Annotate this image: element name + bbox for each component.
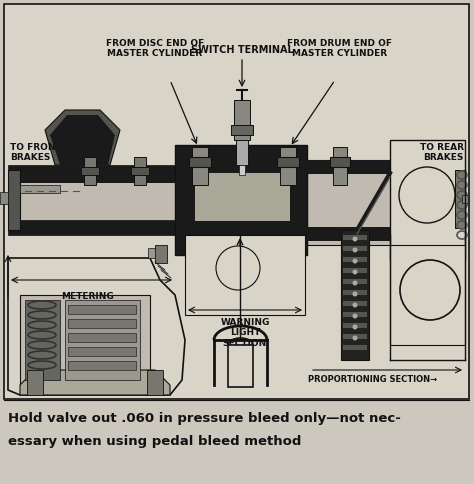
Bar [307,160,465,245]
Circle shape [399,167,455,223]
Bar [236,140,248,165]
Bar [195,173,290,221]
Text: PROPORTIONING SECTION→: PROPORTIONING SECTION→ [308,375,437,384]
Bar [231,125,253,135]
Text: SWITCH TERMINAL: SWITCH TERMINAL [191,45,293,55]
Circle shape [353,258,357,263]
Circle shape [353,270,357,274]
Bar [148,248,155,258]
Bar [333,147,347,185]
Bar [462,195,468,203]
Bar [8,165,176,183]
Polygon shape [20,370,170,395]
Bar [343,279,367,284]
Bar [390,140,465,260]
Polygon shape [8,258,185,395]
Bar [68,361,136,370]
Circle shape [353,302,357,307]
Bar [234,100,250,140]
Bar [343,301,367,306]
Bar [307,160,465,174]
Bar [343,235,367,240]
Bar [27,370,43,395]
Circle shape [353,324,357,330]
Bar [147,370,163,395]
Bar [4,4,469,399]
Bar [20,185,60,193]
Bar [134,157,146,185]
Bar [155,245,167,263]
Text: Hold valve out .060 in pressure bleed only—not nec-: Hold valve out .060 in pressure bleed on… [8,412,401,425]
Bar [343,246,367,251]
Bar [68,333,136,342]
Bar [25,300,60,380]
Bar [239,165,245,175]
Bar [343,345,367,350]
Text: WARNING
LIGHT
SECTION: WARNING LIGHT SECTION [220,318,270,348]
Text: essary when using pedal bleed method: essary when using pedal bleed method [8,435,301,448]
Bar [330,157,350,167]
Bar [343,334,367,339]
Bar [455,170,465,228]
Circle shape [353,335,357,341]
Bar [68,305,136,314]
Text: METERING
SECTION: METERING SECTION [62,292,114,311]
Polygon shape [50,115,115,165]
Bar [84,157,96,185]
Bar [192,147,208,185]
Bar [8,170,20,230]
Bar [81,167,99,175]
Text: TO REAR
BRAKES: TO REAR BRAKES [420,143,464,163]
Bar [20,295,150,385]
Bar [185,235,305,315]
Bar [307,227,465,241]
Bar [0,192,8,204]
Bar [8,220,176,235]
Bar [343,257,367,262]
Bar [343,323,367,328]
Circle shape [400,260,460,320]
Bar [343,312,367,317]
Circle shape [353,247,357,253]
Bar [390,245,465,345]
Bar [65,300,140,380]
Text: FROM DISC END OF
MASTER CYLINDER: FROM DISC END OF MASTER CYLINDER [106,39,204,58]
Circle shape [353,314,357,318]
Text: FROM DRUM END OF
MASTER CYLINDER: FROM DRUM END OF MASTER CYLINDER [288,39,392,58]
Bar [68,347,136,356]
Bar [8,183,176,220]
Text: TO FRONT
BRAKES: TO FRONT BRAKES [10,143,62,163]
Circle shape [216,246,260,290]
Bar [277,157,299,167]
Bar [280,147,296,185]
Circle shape [353,291,357,297]
Bar [175,145,307,255]
Bar [68,319,136,328]
Bar [343,268,367,273]
Circle shape [353,281,357,286]
Circle shape [353,237,357,242]
Bar [341,230,369,360]
Bar [131,167,149,175]
Polygon shape [45,110,120,165]
Bar [228,345,253,387]
Bar [343,290,367,295]
Bar [189,157,211,167]
